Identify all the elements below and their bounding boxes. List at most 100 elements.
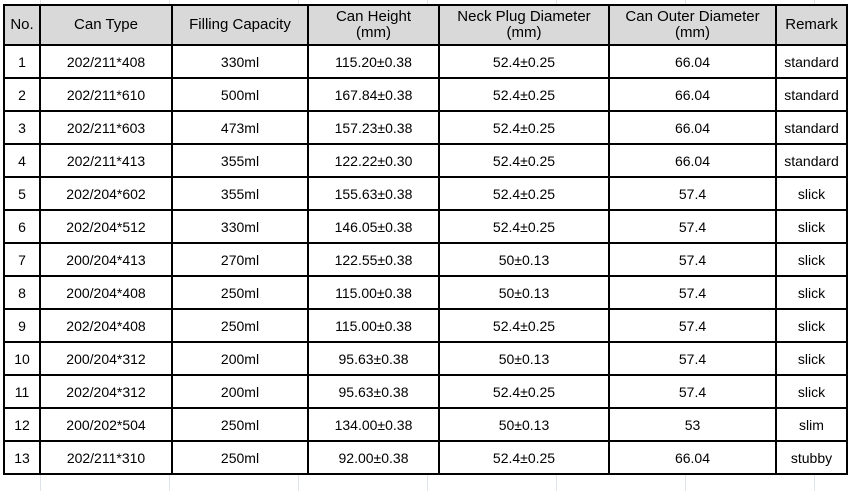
header-label: Filling Capacity <box>189 16 291 33</box>
header-label: Remark <box>785 16 838 33</box>
cell-can-height: 95.63±0.38 <box>307 341 440 376</box>
cell-can-height: 92.00±0.38 <box>307 440 440 475</box>
header-unit: (mm) <box>356 24 391 41</box>
header-label: Can Outer Diameter <box>625 8 760 25</box>
cell-can-type: 202/204*602 <box>39 176 173 211</box>
cell-filling-capacity: 250ml <box>171 308 309 343</box>
cell-can-height: 95.63±0.38 <box>307 374 440 409</box>
cell-can-type: 202/211*603 <box>39 110 173 145</box>
cell-no: 10 <box>3 341 41 376</box>
cell-can-type: 200/204*408 <box>39 275 173 310</box>
cell-can-height: 115.00±0.38 <box>307 275 440 310</box>
cell-no: 2 <box>3 77 41 112</box>
cell-neck-plug-diameter: 52.4±0.25 <box>438 209 610 244</box>
cell-can-outer-diameter: 57.4 <box>608 341 777 376</box>
cell-can-type: 202/204*408 <box>39 308 173 343</box>
header-label: Can Height <box>335 8 412 25</box>
cell-can-outer-diameter: 66.04 <box>608 440 777 475</box>
cell-can-type: 202/211*610 <box>39 77 173 112</box>
cell-filling-capacity: 500ml <box>171 77 309 112</box>
cell-neck-plug-diameter: 52.4±0.25 <box>438 44 610 79</box>
table-row: 9 202/204*408 250ml 115.00±0.38 52.4±0.25 57.… <box>3 308 848 343</box>
cell-no: 11 <box>3 374 41 409</box>
cell-can-outer-diameter: 66.04 <box>608 44 777 79</box>
cell-neck-plug-diameter: 52.4±0.25 <box>438 143 610 178</box>
cell-can-height: 146.05±0.38 <box>307 209 440 244</box>
header-label: Can Type <box>74 16 138 33</box>
cell-remark: slick <box>775 209 848 244</box>
cell-can-height: 167.84±0.38 <box>307 77 440 112</box>
cell-neck-plug-diameter: 50±0.13 <box>438 242 610 277</box>
cell-neck-plug-diameter: 52.4±0.25 <box>438 440 610 475</box>
cell-filling-capacity: 330ml <box>171 44 309 79</box>
cell-no: 12 <box>3 407 41 442</box>
cell-can-outer-diameter: 66.04 <box>608 110 777 145</box>
cell-remark: stubby <box>775 440 848 475</box>
header-remark: Remark <box>775 4 848 46</box>
cell-can-type: 202/204*512 <box>39 209 173 244</box>
can-specifications-table: No. Can Type Filling Capacity Can Height (mm… <box>3 4 848 475</box>
header-row: No. Can Type Filling Capacity Can Height (mm… <box>3 4 848 46</box>
cell-neck-plug-diameter: 50±0.13 <box>438 275 610 310</box>
cell-can-type: 202/211*310 <box>39 440 173 475</box>
cell-remark: slick <box>775 341 848 376</box>
cell-remark: slick <box>775 308 848 343</box>
cell-filling-capacity: 250ml <box>171 407 309 442</box>
cell-neck-plug-diameter: 52.4±0.25 <box>438 110 610 145</box>
cell-no: 5 <box>3 176 41 211</box>
cell-neck-plug-diameter: 52.4±0.25 <box>438 308 610 343</box>
cell-remark: slick <box>775 275 848 310</box>
cell-can-type: 202/211*413 <box>39 143 173 178</box>
cell-can-outer-diameter: 57.4 <box>608 209 777 244</box>
cell-can-height: 115.20±0.38 <box>307 44 440 79</box>
table-row: 5 202/204*602 355ml 155.63±0.38 52.4±0.25 57.… <box>3 176 848 211</box>
table-row: 10 200/204*312 200ml 95.63±0.38 50±0.13 57.4 s… <box>3 341 848 376</box>
cell-no: 4 <box>3 143 41 178</box>
header-unit: (mm) <box>675 24 710 41</box>
cell-can-outer-diameter: 66.04 <box>608 77 777 112</box>
header-label: No. <box>10 16 34 33</box>
cell-neck-plug-diameter: 50±0.13 <box>438 407 610 442</box>
cell-can-outer-diameter: 57.4 <box>608 275 777 310</box>
cell-remark: standard <box>775 110 848 145</box>
cell-can-outer-diameter: 66.04 <box>608 143 777 178</box>
table-row: 6 202/204*512 330ml 146.05±0.38 52.4±0.25 57.… <box>3 209 848 244</box>
cell-filling-capacity: 473ml <box>171 110 309 145</box>
cell-can-outer-diameter: 57.4 <box>608 374 777 409</box>
cell-can-height: 134.00±0.38 <box>307 407 440 442</box>
header-can-type: Can Type <box>39 4 173 46</box>
cell-can-height: 157.23±0.38 <box>307 110 440 145</box>
header-neck-plug-diameter: Neck Plug Diameter (mm) <box>438 4 610 46</box>
header-label: Neck Plug Diameter <box>457 8 591 25</box>
table-row: 3 202/211*603 473ml 157.23±0.38 52.4±0.25 66.… <box>3 110 848 145</box>
cell-no: 13 <box>3 440 41 475</box>
cell-neck-plug-diameter: 52.4±0.25 <box>438 77 610 112</box>
cell-can-outer-diameter: 57.4 <box>608 176 777 211</box>
cell-no: 1 <box>3 44 41 79</box>
header-filling-capacity: Filling Capacity <box>171 4 309 46</box>
table-row: 4 202/211*413 355ml 122.22±0.30 52.4±0.25 66.… <box>3 143 848 178</box>
header-unit: (mm) <box>506 24 542 41</box>
header-can-height: Can Height (mm) <box>307 4 440 46</box>
cell-neck-plug-diameter: 52.4±0.25 <box>438 176 610 211</box>
cell-can-outer-diameter: 57.4 <box>608 308 777 343</box>
cell-no: 6 <box>3 209 41 244</box>
cell-can-type: 202/204*312 <box>39 374 173 409</box>
cell-can-outer-diameter: 57.4 <box>608 242 777 277</box>
cell-no: 9 <box>3 308 41 343</box>
table-row: 2 202/211*610 500ml 167.84±0.38 52.4±0.25 66.… <box>3 77 848 112</box>
cell-filling-capacity: 355ml <box>171 143 309 178</box>
cell-remark: slick <box>775 242 848 277</box>
cell-can-type: 200/204*312 <box>39 341 173 376</box>
cell-neck-plug-diameter: 52.4±0.25 <box>438 374 610 409</box>
cell-remark: standard <box>775 143 848 178</box>
table-row: 8 200/204*408 250ml 115.00±0.38 50±0.13 57.4 s… <box>3 275 848 310</box>
cell-no: 7 <box>3 242 41 277</box>
table-row: 12 200/202*504 250ml 134.00±0.38 50±0.13 53 sl… <box>3 407 848 442</box>
header-can-outer-diameter: Can Outer Diameter (mm) <box>608 4 777 46</box>
cell-can-height: 122.55±0.38 <box>307 242 440 277</box>
table-row: 7 200/204*413 270ml 122.55±0.38 50±0.13 57.4 s… <box>3 242 848 277</box>
cell-can-type: 200/202*504 <box>39 407 173 442</box>
cell-remark: standard <box>775 77 848 112</box>
table-row: 13 202/211*310 250ml 92.00±0.38 52.4±0.25 66.… <box>3 440 848 475</box>
